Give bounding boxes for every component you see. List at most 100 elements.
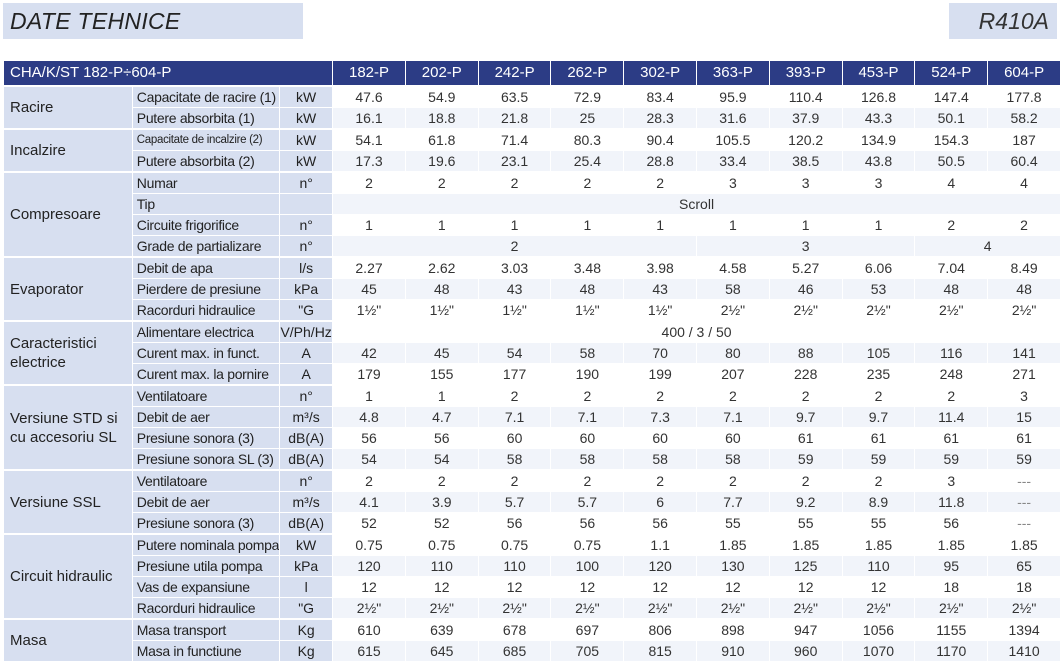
value-cell: 2	[404, 171, 479, 194]
table-row: Versiune SSL Ventilatoare n° 2 2 2 2 2 2 2 2 3 ---	[3, 469, 1061, 535]
value-cell: 63.5	[477, 85, 552, 108]
value-cell: 947	[768, 618, 843, 641]
value-cell: 3	[696, 171, 770, 194]
table-row: Masa in functiune Kg 615 645 685 705 815 910 960…	[4, 640, 1061, 662]
value-cell: 2.27	[332, 256, 406, 279]
value-cell: 54.1	[332, 128, 406, 151]
value-cell: 120	[623, 555, 698, 577]
value-cell: 59	[841, 448, 916, 471]
value-cell: 110	[841, 555, 916, 577]
value-cell: 61	[914, 427, 989, 449]
value-cell: 58	[477, 448, 552, 471]
value-cell: 2½"	[623, 597, 698, 620]
value-cell: 1.1	[623, 533, 698, 556]
value-cell: 2	[550, 171, 625, 194]
value-cell: 8.49	[987, 256, 1061, 279]
value-cell: 2½"	[332, 597, 406, 620]
table-row: Curent max. la pornire A 179 155 177 190 199 20…	[4, 363, 1061, 386]
unit-label: dB(A)	[279, 448, 334, 471]
parameter-label: Debit de aer	[131, 406, 281, 428]
model-header: 302-P	[623, 60, 698, 87]
value-cell: 685	[477, 640, 552, 662]
value-cell: 1.85	[841, 533, 916, 556]
value-cell: 18.8	[404, 107, 479, 130]
value-cell: 9.2	[768, 491, 843, 513]
value-cell: 4	[914, 171, 989, 194]
value-cell: 2	[914, 214, 989, 236]
value-cell: 4.7	[404, 406, 479, 428]
value-cell: 1½"	[404, 299, 479, 322]
value-cell: 48	[914, 278, 989, 300]
value-cell: 25.4	[550, 150, 625, 173]
value-cell: 639	[404, 618, 479, 641]
value-cell: 1	[332, 214, 406, 236]
value-cell: 43	[623, 278, 698, 300]
value-cell: 2	[623, 469, 698, 492]
unit-label: m³/s	[279, 406, 334, 428]
parameter-label: Presiune sonora SL (3)	[131, 448, 281, 471]
value-cell: 2	[768, 384, 843, 407]
value-cell: 19.6	[404, 150, 479, 173]
value-cell: 678	[477, 618, 552, 641]
refrigerant-label: R410A	[978, 8, 1049, 34]
unit-label: dB(A)	[279, 427, 334, 449]
value-cell: 2½"	[914, 299, 989, 322]
value-cell: 2½"	[841, 597, 916, 620]
group-label: Evaporator	[3, 256, 133, 322]
model-header: 202-P	[404, 60, 479, 87]
value-cell: 126.8	[841, 85, 916, 108]
value-cell: 100	[550, 555, 625, 577]
parameter-label: Numar	[131, 171, 281, 194]
value-cell: 898	[696, 618, 770, 641]
value-cell: 7.04	[914, 256, 989, 279]
page-title: DATE TEHNICE	[10, 8, 181, 34]
group-label: Compresoare	[3, 171, 133, 258]
value-cell: 248	[914, 363, 989, 386]
unit-label: kW	[279, 128, 334, 151]
value-cell: 1155	[914, 618, 989, 641]
value-cell: 55	[768, 512, 843, 535]
value-cell: 1070	[841, 640, 916, 662]
value-cell: 2½"	[987, 597, 1061, 620]
model-header: 363-P	[696, 60, 770, 87]
value-cell: 56	[404, 427, 479, 449]
parameter-label: Grade de partializare	[131, 235, 281, 258]
table-row: Putere absorbita (1) kW 16.1 18.8 21.8 25 28.3…	[4, 107, 1061, 130]
value-cell: 2½"	[841, 299, 916, 322]
value-cell: 7.3	[623, 406, 698, 428]
value-cell: 2	[623, 384, 698, 407]
value-cell: 1170	[914, 640, 989, 662]
model-header: 242-P	[477, 60, 552, 87]
table-row: Pierdere de presiune kPa 45 48 43 48 43 58 46 53 4…	[4, 278, 1061, 300]
value-cell: 65	[987, 555, 1061, 577]
parameter-label: Circuite frigorifice	[131, 214, 281, 236]
value-cell: 116	[914, 342, 989, 364]
value-cell: 48	[404, 278, 479, 300]
unit-label	[279, 193, 334, 215]
value-cell: 9.7	[768, 406, 843, 428]
value-cell: 95	[914, 555, 989, 577]
value-cell: 43.3	[841, 107, 916, 130]
value-cell: 1.85	[696, 533, 770, 556]
parameter-label: Debit de apa	[131, 256, 281, 279]
table-row: Circuite frigorifice n° 1 1 1 1 1 1 1 1 2 2	[4, 214, 1061, 236]
value-cell: 21.8	[477, 107, 552, 130]
value-cell: 58	[550, 448, 625, 471]
value-cell: 54.9	[404, 85, 479, 108]
parameter-label: Putere nominala pompa	[131, 533, 281, 556]
value-cell: 56	[332, 427, 406, 449]
value-cell: 7.1	[550, 406, 625, 428]
parameter-label: Pierdere de presiune	[131, 278, 281, 300]
value-cell: 960	[768, 640, 843, 662]
group-label: Incalzire	[3, 128, 133, 173]
value-cell: 235	[841, 363, 916, 386]
unit-label: kW	[279, 533, 334, 556]
value-cell: 3.98	[623, 256, 698, 279]
value-cell: 18	[914, 576, 989, 598]
parameter-label: Tip	[131, 193, 281, 215]
value-cell: 58	[623, 448, 698, 471]
unit-label: kW	[279, 150, 334, 173]
value-cell: 2½"	[696, 299, 770, 322]
value-cell: 31.6	[696, 107, 770, 130]
parameter-label: Debit de aer	[131, 491, 281, 513]
